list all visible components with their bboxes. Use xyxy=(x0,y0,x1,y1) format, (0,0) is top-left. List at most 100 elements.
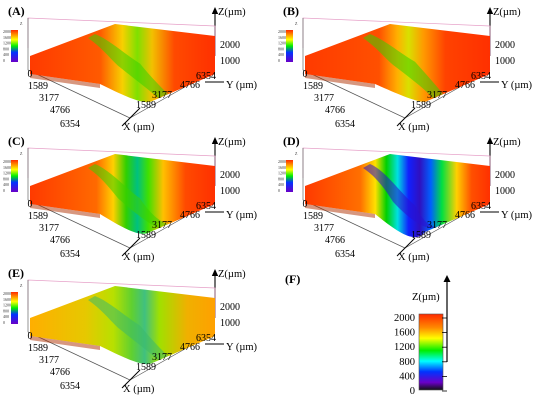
mini-colorbar-tick: 400 xyxy=(3,52,9,57)
z-tick-1000: 1000 xyxy=(495,186,515,197)
mini-colorbar-tick: 1200 xyxy=(278,41,286,46)
x-tick: 1589 xyxy=(28,343,48,354)
z-tick-2000: 2000 xyxy=(495,170,515,181)
z-tick-2000: 2000 xyxy=(220,170,240,181)
z-axis-label: Z(µm) xyxy=(218,7,246,18)
mini-colorbar-tick: 2000 xyxy=(3,29,11,34)
y-tick: 4766 xyxy=(180,342,200,353)
panel-letter: (A) xyxy=(8,4,25,18)
y-tick: 1589 xyxy=(411,100,431,111)
mini-colorbar-tick: 400 xyxy=(3,314,9,319)
x-tick: 4766 xyxy=(50,235,70,246)
x-tick: 4766 xyxy=(50,105,70,116)
x-tick: 4766 xyxy=(50,367,70,378)
x-tick: 1589 xyxy=(28,81,48,92)
y-tick: 4766 xyxy=(180,210,200,221)
mini-colorbar xyxy=(286,30,293,62)
x-tick: 3177 xyxy=(39,223,59,234)
mini-colorbar-label: Z xyxy=(295,21,298,26)
y-axis-label: Y (µm) xyxy=(226,342,258,353)
mini-colorbar-tick: 800 xyxy=(3,308,9,313)
y-tick: 1589 xyxy=(136,100,156,111)
z-axis-arrow-icon xyxy=(211,269,219,276)
x-tick: 4766 xyxy=(325,105,345,116)
surface-side xyxy=(30,204,100,218)
mini-colorbar-tick: 0 xyxy=(3,320,5,325)
panel-letter: (E) xyxy=(8,266,24,280)
panel-e: (E) Z(µm)Z2000160012008004000200010000158… xyxy=(3,266,258,395)
mini-colorbar-tick: 2000 xyxy=(278,159,286,164)
mini-colorbar-tick: 1200 xyxy=(3,41,11,46)
x-axis-label: X (µm) xyxy=(123,122,155,133)
panel-a: (A) Z(µm)Z2000160012008004000200010000158… xyxy=(3,4,258,133)
y-tick: 3177 xyxy=(427,90,447,101)
y-tick: 4766 xyxy=(455,210,475,221)
mini-colorbar-label: Z xyxy=(20,151,23,156)
mini-colorbar-tick: 0 xyxy=(3,188,5,193)
z-tick-1000: 1000 xyxy=(495,56,515,67)
panel-letter: (B) xyxy=(283,4,299,18)
x-tick: 3177 xyxy=(314,223,334,234)
panel-b: (B) Z(µm)Z2000160012008004000200010000158… xyxy=(278,4,533,133)
mini-colorbar-tick: 400 xyxy=(3,182,9,187)
mini-colorbar-tick: 800 xyxy=(278,176,284,181)
y-tick: 6354 xyxy=(196,201,216,212)
y-axis-label: Y (µm) xyxy=(226,210,258,221)
mini-colorbar-tick: 0 xyxy=(3,58,5,63)
mini-colorbar-tick: 1600 xyxy=(3,165,11,170)
x-tick: 4766 xyxy=(325,235,345,246)
panel-letter-f: (F) xyxy=(285,272,300,286)
z-axis-label: Z(µm) xyxy=(218,269,246,280)
x-axis-label: X (µm) xyxy=(398,122,430,133)
z-axis-arrow-icon xyxy=(211,7,219,14)
colorbar-tick: 0 xyxy=(410,386,415,397)
x-tick: 6354 xyxy=(60,381,80,392)
y-tick: 6354 xyxy=(471,71,491,82)
panel-f: (F) Z(µm) 2000 1600 1200 800 400 0 xyxy=(285,272,451,397)
surface-side xyxy=(305,204,375,218)
z-axis-arrow-icon xyxy=(486,7,494,14)
mini-colorbar-tick: 1600 xyxy=(278,35,286,40)
y-tick: 6354 xyxy=(196,71,216,82)
mini-colorbar xyxy=(286,160,293,192)
mini-colorbar-tick: 1200 xyxy=(3,171,11,176)
colorbar-arrow-icon xyxy=(443,275,451,282)
x-label-arrow xyxy=(121,237,141,257)
z-axis-arrow-icon xyxy=(486,137,494,144)
x-label-arrow xyxy=(121,107,141,127)
mini-colorbar-tick: 400 xyxy=(278,52,284,57)
colorbar-label: Z(µm) xyxy=(412,292,440,303)
x-tick: 6354 xyxy=(335,249,355,260)
panel-c: (C) Z(µm)Z2000160012008004000200010000158… xyxy=(3,134,258,263)
x-tick: 6354 xyxy=(60,119,80,130)
mini-colorbar xyxy=(11,292,18,324)
mini-colorbar-tick: 400 xyxy=(278,182,284,187)
y-tick: 1589 xyxy=(136,230,156,241)
surface-side xyxy=(30,74,100,88)
surface-side xyxy=(305,74,375,88)
y-tick: 4766 xyxy=(455,80,475,91)
z-tick-1000: 1000 xyxy=(220,318,240,329)
x-tick: 6354 xyxy=(335,119,355,130)
y-tick: 6354 xyxy=(196,333,216,344)
mini-colorbar-tick: 1600 xyxy=(3,35,11,40)
y-axis-label: Y (µm) xyxy=(501,80,533,91)
z-tick-1000: 1000 xyxy=(220,56,240,67)
y-tick: 3177 xyxy=(427,220,447,231)
x-tick: 0 xyxy=(28,69,33,80)
x-label-arrow xyxy=(396,237,416,257)
panel-letter: (D) xyxy=(283,134,300,148)
mini-colorbar-tick: 0 xyxy=(278,58,280,63)
y-tick: 1589 xyxy=(411,230,431,241)
x-tick: 1589 xyxy=(28,211,48,222)
mini-colorbar-tick: 800 xyxy=(3,176,9,181)
x-label-arrow xyxy=(396,107,416,127)
mini-colorbar-tick: 0 xyxy=(278,188,280,193)
groove-region xyxy=(88,164,168,228)
mini-colorbar-tick: 1200 xyxy=(278,171,286,176)
mini-colorbar-tick: 1600 xyxy=(3,297,11,302)
mini-colorbar xyxy=(11,160,18,192)
x-tick: 1589 xyxy=(303,211,323,222)
x-axis-label: X (µm) xyxy=(398,252,430,263)
